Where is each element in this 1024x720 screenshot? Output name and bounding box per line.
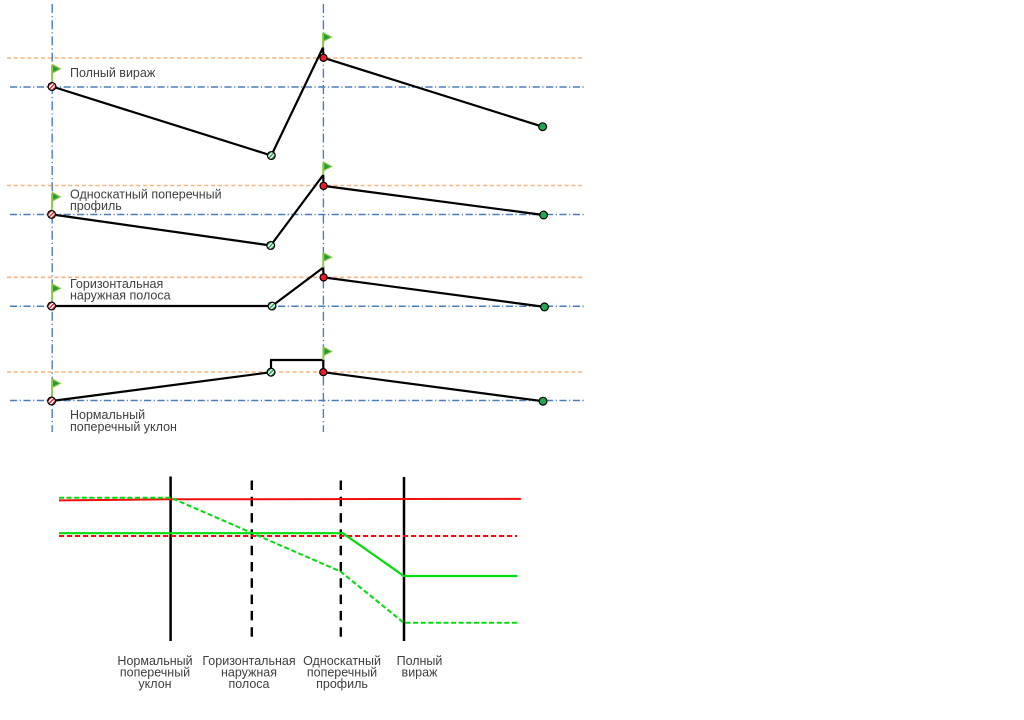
svg-text:наружная: наружная — [221, 666, 277, 680]
svg-text:профиль: профиль — [316, 677, 368, 691]
svg-text:наружная полоса: наружная полоса — [70, 289, 171, 303]
svg-text:профиль: профиль — [70, 199, 122, 213]
svg-text:поперечный: поперечный — [120, 666, 190, 680]
svg-text:Горизонтальная: Горизонтальная — [70, 277, 163, 291]
svg-text:Односкатный поперечный: Односкатный поперечный — [70, 187, 222, 201]
svg-text:поперечный уклон: поперечный уклон — [70, 420, 177, 434]
svg-text:Нормальный: Нормальный — [117, 654, 192, 668]
svg-text:Односкатный: Односкатный — [303, 654, 381, 668]
svg-text:вираж: вираж — [402, 666, 439, 680]
svg-text:поперечный: поперечный — [307, 666, 377, 680]
svg-text:Полный вираж: Полный вираж — [70, 66, 156, 80]
svg-text:Полный: Полный — [397, 654, 443, 668]
svg-text:полоса: полоса — [228, 677, 269, 691]
svg-text:Нормальный: Нормальный — [70, 408, 145, 422]
svg-text:уклон: уклон — [138, 677, 171, 691]
svg-text:Горизонтальная: Горизонтальная — [202, 654, 295, 668]
